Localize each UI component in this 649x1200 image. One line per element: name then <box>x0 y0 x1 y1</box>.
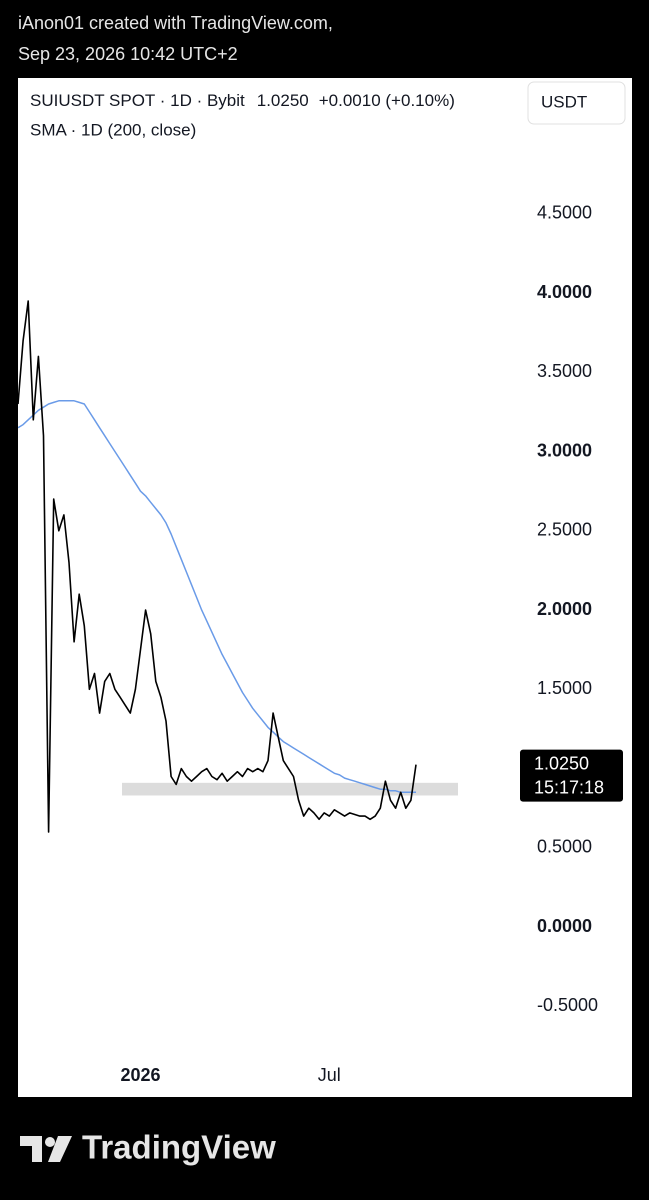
countdown: 15:17:18 <box>534 777 604 797</box>
legend-symbol: SUIUSDT SPOT · 1D · Bybit <box>30 91 245 110</box>
y-tick-label: -0.5000 <box>537 995 598 1015</box>
support-zone <box>122 782 458 796</box>
footer-logo <box>20 1136 72 1162</box>
y-tick-label: 0.5000 <box>537 837 592 857</box>
y-tick-label: 4.0000 <box>537 282 592 302</box>
y-tick-label: 2.5000 <box>537 520 592 540</box>
footer-brand: TradingView <box>82 1129 276 1166</box>
legend-sma: SMA · 1D (200, close) <box>30 120 196 139</box>
y-tick-label: 3.0000 <box>537 440 592 460</box>
x-tick-label: 2026 <box>120 1065 160 1085</box>
sma-line <box>18 400 416 794</box>
plot <box>18 300 458 833</box>
y-tick-label: 4.5000 <box>537 203 592 223</box>
y-tick-label: 2.0000 <box>537 599 592 619</box>
x-tick-label: Jul <box>318 1065 341 1085</box>
currency-button[interactable] <box>527 81 626 125</box>
legend-change: +0.0010 (+0.10%) <box>319 91 455 110</box>
price-label-box <box>520 749 623 802</box>
price-line <box>18 300 417 833</box>
price-label: 1.0250 <box>534 753 589 773</box>
header-line: iAnon01 created with TradingView.com, <box>18 13 333 33</box>
y-tick-label: 1.5000 <box>537 678 592 698</box>
currency-label: USDT <box>541 92 587 111</box>
y-tick-label: 0.0000 <box>537 916 592 936</box>
y-tick-label: 3.5000 <box>537 361 592 381</box>
legend-price: 1.0250 <box>257 91 309 110</box>
legend: SUIUSDT SPOT · 1D · Bybit 1.0250 +0.0010 (… <box>30 91 455 110</box>
header-line: Sep 23, 2026 10:42 UTC+2 <box>18 44 238 64</box>
chart-panel <box>18 78 632 1097</box>
